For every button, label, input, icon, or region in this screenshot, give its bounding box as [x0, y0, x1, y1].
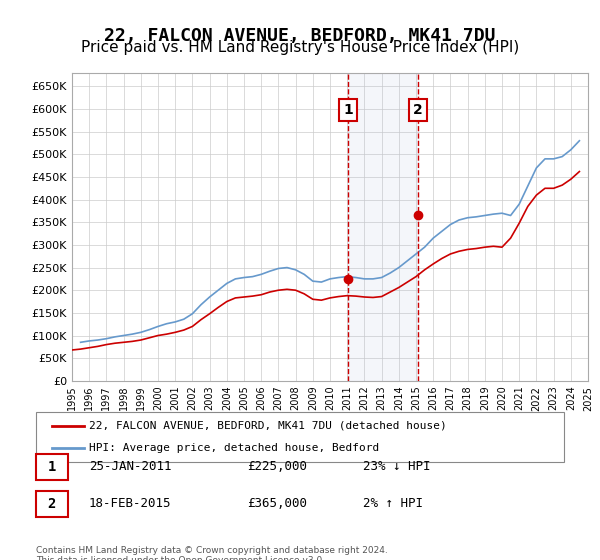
Text: 1: 1 — [344, 103, 353, 117]
Text: HPI: Average price, detached house, Bedford: HPI: Average price, detached house, Bedf… — [89, 443, 379, 453]
Text: Contains HM Land Registry data © Crown copyright and database right 2024.
This d: Contains HM Land Registry data © Crown c… — [36, 546, 388, 560]
Text: £365,000: £365,000 — [247, 497, 307, 510]
FancyBboxPatch shape — [36, 412, 564, 462]
Text: 18-FEB-2015: 18-FEB-2015 — [89, 497, 172, 510]
FancyBboxPatch shape — [36, 491, 68, 516]
Text: £225,000: £225,000 — [247, 460, 307, 473]
Text: 2: 2 — [47, 497, 56, 511]
Text: 2: 2 — [413, 103, 423, 117]
Text: Price paid vs. HM Land Registry's House Price Index (HPI): Price paid vs. HM Land Registry's House … — [81, 40, 519, 55]
Text: 25-JAN-2011: 25-JAN-2011 — [89, 460, 172, 473]
Bar — [349, 73, 418, 381]
Text: 23% ↓ HPI: 23% ↓ HPI — [364, 460, 431, 473]
FancyBboxPatch shape — [36, 454, 68, 479]
Text: 1: 1 — [47, 460, 56, 474]
Text: 2% ↑ HPI: 2% ↑ HPI — [364, 497, 424, 510]
Text: 22, FALCON AVENUE, BEDFORD, MK41 7DU (detached house): 22, FALCON AVENUE, BEDFORD, MK41 7DU (de… — [89, 421, 446, 431]
Text: 22, FALCON AVENUE, BEDFORD, MK41 7DU: 22, FALCON AVENUE, BEDFORD, MK41 7DU — [104, 27, 496, 45]
